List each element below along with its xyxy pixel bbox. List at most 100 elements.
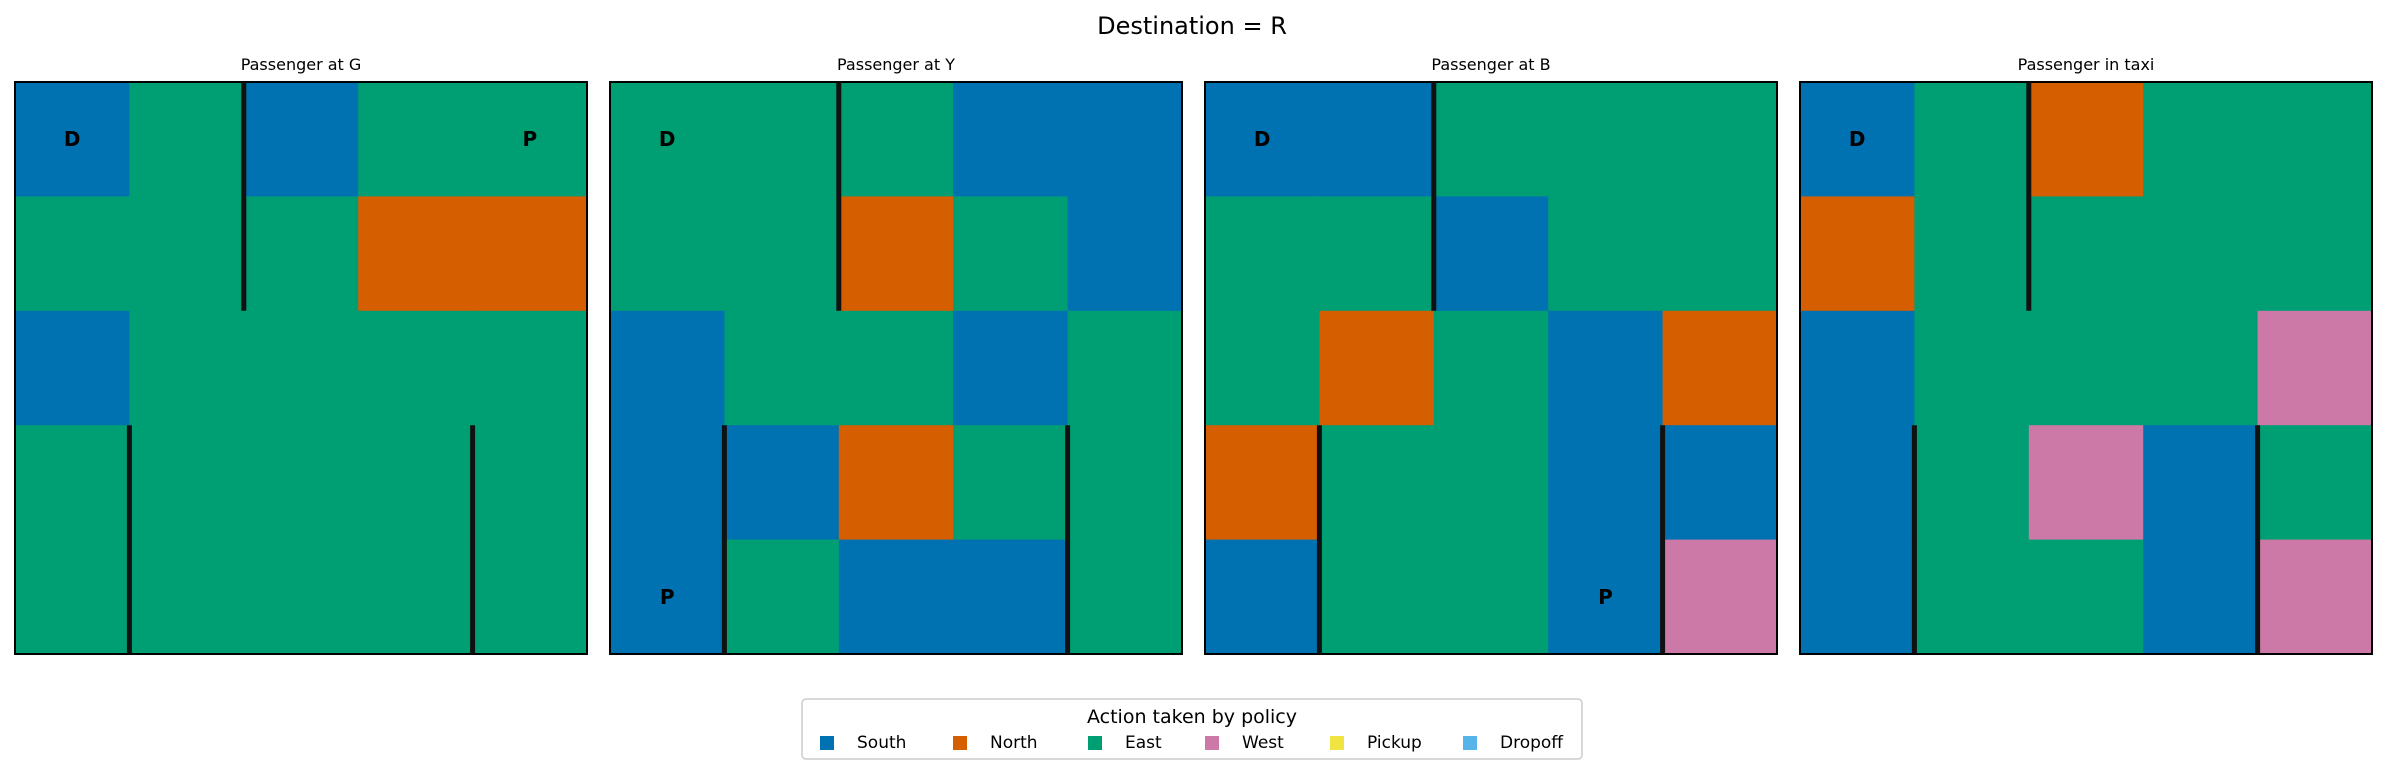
cell-east	[1067, 310, 1183, 426]
marker-d: D	[659, 127, 676, 151]
cell-east	[1914, 310, 2030, 426]
cell-south	[2143, 425, 2259, 541]
cell-east	[2028, 539, 2144, 655]
cell-east	[610, 82, 725, 197]
cell-east	[243, 196, 359, 312]
legend-item-east: East	[1088, 733, 1162, 753]
cell-north	[2028, 82, 2144, 197]
cell-north	[1662, 310, 1778, 426]
cell-east	[358, 425, 474, 541]
cell-east	[2143, 310, 2259, 426]
cell-east	[724, 539, 840, 655]
cell-south	[838, 539, 954, 655]
cell-east	[129, 539, 245, 655]
legend-label: Pickup	[1367, 733, 1422, 753]
legend-swatch	[1088, 736, 1102, 750]
cell-south	[1800, 82, 1915, 197]
cell-west	[2257, 310, 2373, 426]
legend-swatch	[1205, 736, 1219, 750]
marker-p: P	[1598, 585, 1613, 609]
legend-items: South North East West Pickup Dropoff	[820, 733, 1564, 753]
legend-label: Dropoff	[1500, 733, 1564, 753]
cell-east	[1914, 539, 2030, 655]
cell-south	[1205, 82, 1320, 197]
cell-north	[838, 425, 954, 541]
cell-east	[472, 82, 588, 197]
cell-east	[129, 425, 245, 541]
cell-east	[243, 425, 359, 541]
cell-south	[953, 539, 1069, 655]
cell-east	[2257, 82, 2373, 197]
cell-east	[1433, 539, 1549, 655]
legend-swatch	[1330, 736, 1344, 750]
cell-east	[1548, 82, 1664, 197]
cell-east	[1433, 425, 1549, 541]
cell-east	[358, 310, 474, 426]
cell-south	[1067, 82, 1183, 197]
cell-west	[2257, 539, 2373, 655]
cell-east	[129, 82, 245, 197]
cell-east	[953, 425, 1069, 541]
cell-east	[1319, 425, 1435, 541]
cell-east	[129, 196, 245, 312]
panel-title: Passenger at G	[241, 55, 362, 74]
cell-south	[1800, 425, 1915, 541]
legend-item-north: North	[953, 733, 1038, 753]
panel-border	[1799, 81, 2373, 655]
cell-east	[243, 310, 359, 426]
cell-east	[1067, 425, 1183, 541]
cell-east	[838, 310, 954, 426]
legend-swatch	[953, 736, 967, 750]
cell-east	[838, 82, 954, 197]
cell-north	[1205, 425, 1320, 541]
cell-south	[243, 82, 359, 197]
cell-east	[2257, 196, 2373, 312]
cell-south	[1548, 310, 1664, 426]
cell-east	[1205, 310, 1320, 426]
cell-east	[472, 425, 588, 541]
cell-north	[1800, 196, 1915, 312]
cell-west	[1662, 539, 1778, 655]
cell-east	[1548, 196, 1664, 312]
cell-north	[358, 196, 474, 312]
legend-swatch	[1463, 736, 1477, 750]
cell-east	[1662, 196, 1778, 312]
cell-east	[953, 196, 1069, 312]
cell-east	[724, 196, 840, 312]
legend-item-pickup: Pickup	[1330, 733, 1422, 753]
panel-border	[14, 81, 588, 655]
marker-d: D	[64, 127, 81, 151]
cell-east	[358, 539, 474, 655]
legend-label: East	[1125, 733, 1162, 753]
cell-south	[1800, 310, 1915, 426]
cell-east	[2028, 310, 2144, 426]
cell-east	[129, 310, 245, 426]
marker-p: P	[522, 127, 537, 151]
legend-item-south: South	[820, 733, 906, 753]
cell-east	[724, 310, 840, 426]
cell-east	[2257, 425, 2373, 541]
legend-frame	[801, 698, 1583, 760]
cell-south	[953, 82, 1069, 197]
cell-east	[243, 539, 359, 655]
cell-east	[15, 196, 130, 312]
legend-label: South	[857, 733, 906, 753]
cell-east	[610, 196, 725, 312]
cell-east	[1914, 82, 2030, 197]
cell-south	[1433, 196, 1549, 312]
cell-east	[358, 82, 474, 197]
cell-north	[1319, 310, 1435, 426]
legend-item-west: West	[1205, 733, 1284, 753]
marker-p: P	[660, 585, 675, 609]
panel-4: Passenger in taxi D	[1799, 55, 2373, 655]
cell-east	[15, 539, 130, 655]
legend-item-dropoff: Dropoff	[1463, 733, 1564, 753]
cell-north	[838, 196, 954, 312]
panel-1: Passenger at G D P	[14, 55, 588, 655]
legend-title: Action taken by policy	[1087, 706, 1297, 728]
cell-west	[2028, 425, 2144, 541]
cell-east	[1662, 82, 1778, 197]
cell-south	[1800, 539, 1915, 655]
